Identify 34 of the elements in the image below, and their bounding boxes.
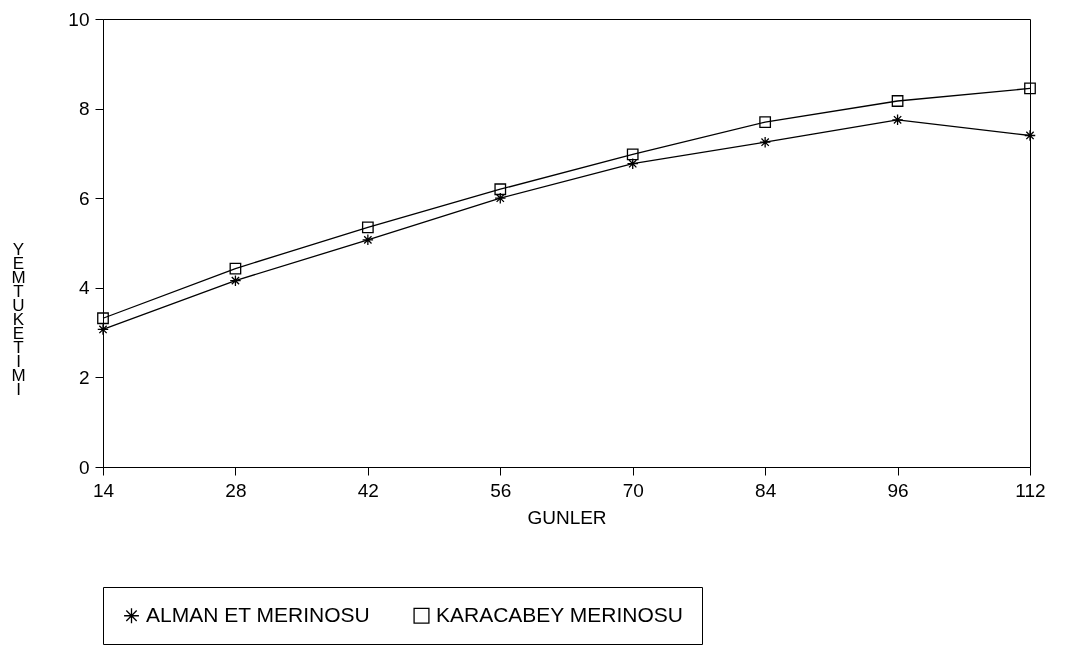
legend-label: KARACABEY MERINOSU	[436, 602, 684, 626]
x-tick-label: 42	[357, 479, 379, 501]
point	[759, 136, 772, 149]
x-tick-label: 84	[755, 479, 777, 501]
x-axis-title: GUNLER	[527, 506, 607, 528]
x-tick-label: 112	[1015, 479, 1046, 501]
point	[229, 262, 242, 275]
point	[891, 95, 904, 107]
x-tick-label: 96	[887, 479, 909, 501]
y-tick-label: 6	[78, 187, 90, 209]
x-tick-label: 56	[490, 479, 512, 501]
y-tick-label: 0	[78, 456, 90, 478]
point	[759, 116, 772, 128]
point	[361, 233, 374, 246]
point	[626, 148, 639, 161]
y-tick-label: 10	[68, 8, 90, 30]
point	[361, 221, 374, 234]
point	[1024, 129, 1036, 142]
point	[891, 113, 904, 126]
x-tick-label: 14	[92, 479, 115, 501]
point	[494, 192, 507, 205]
point	[229, 274, 242, 287]
point	[1024, 82, 1036, 95]
x-tick-label: 28	[225, 479, 247, 501]
x-tick-label: 70	[622, 479, 644, 501]
point	[97, 312, 109, 325]
y-tick-label: 8	[78, 98, 90, 120]
point	[494, 183, 507, 196]
y-tick-label: 2	[78, 366, 90, 388]
point	[97, 323, 109, 336]
legend-label: ALMAN ET MERINOSU	[146, 602, 370, 626]
y-tick-label: 4	[78, 277, 90, 299]
point	[626, 157, 639, 170]
text: YEM TUKETIMI	[11, 239, 26, 399]
